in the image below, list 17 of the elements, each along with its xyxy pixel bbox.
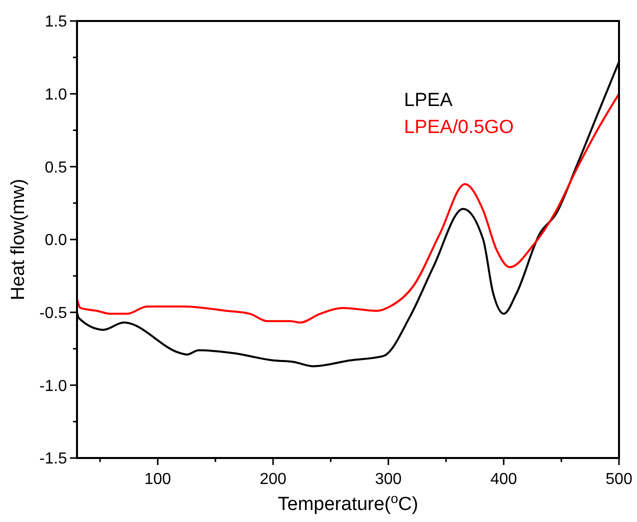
y-tick-label: -1.0 — [39, 378, 68, 395]
line-series — [76, 92, 620, 324]
y-tick-label: 0.0 — [44, 232, 68, 250]
y-tick-label: -0.5 — [39, 304, 68, 322]
y-axis-title: Heat flow(mw) — [8, 178, 29, 300]
text: LPEA/0.5GO — [404, 117, 514, 138]
x-tick-label: 300 — [375, 471, 402, 488]
y-tick-label: 1.0 — [44, 86, 68, 104]
x-axis-title: Temperature($^{o}$C) — [278, 490, 418, 515]
y-tick-label: 0.5 — [44, 159, 68, 176]
x-tick-label: 100 — [144, 471, 172, 488]
y-tick-label: -1.5 — [39, 450, 68, 468]
x-tick-label: 500 — [606, 471, 632, 488]
text: LPEA — [404, 90, 453, 111]
x-tick-label: 200 — [260, 471, 286, 488]
x-tick-label: 400 — [490, 471, 518, 488]
y-tick-label: 1.5 — [44, 14, 68, 31]
